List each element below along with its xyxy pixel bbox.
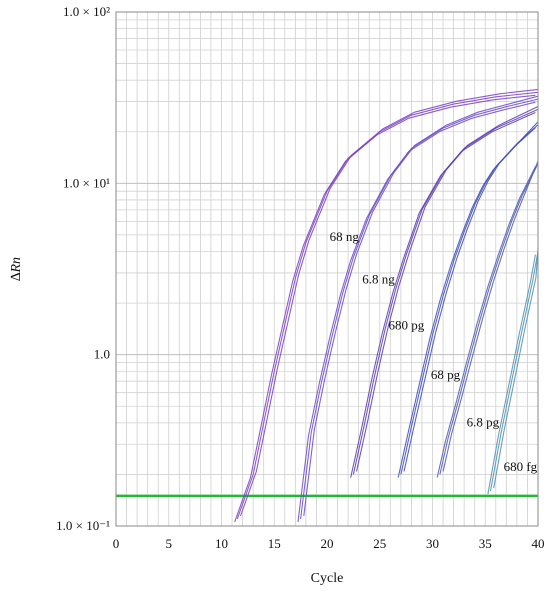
series-line-1	[300, 98, 539, 519]
series-line-0	[234, 94, 536, 523]
x-axis-label: Cycle	[311, 571, 344, 586]
x-tick-label: 5	[166, 536, 173, 551]
series-line-3	[403, 121, 539, 472]
series-line-2	[355, 106, 539, 472]
series-line-5	[487, 254, 536, 495]
y-tick-label: 1.0	[94, 347, 110, 362]
series-label: 68 ng	[330, 229, 360, 244]
y-tick-label: 1.0 × 10²	[63, 4, 110, 19]
series-labels: 68 ng 6.8 ng 680 pg 68 pg 6.8 pg 680 fg	[330, 229, 538, 474]
series-label: 680 pg	[389, 318, 425, 333]
series-line-0	[236, 91, 539, 520]
x-tick-label: 15	[268, 536, 281, 551]
plot-frame	[115, 11, 539, 527]
series-layer	[234, 88, 539, 523]
y-axis-label: ∆Rn	[9, 257, 24, 281]
x-tick-label: 10	[215, 536, 228, 551]
series-label: 68 pg	[431, 367, 461, 382]
series-line-2	[352, 108, 539, 475]
series-line-2	[350, 111, 536, 478]
series-line-5	[493, 248, 539, 489]
x-tick-label: 30	[426, 536, 439, 551]
x-tick-label: 40	[532, 536, 545, 551]
x-tick-label: 0	[113, 536, 120, 551]
series-label: 6.8 ng	[362, 272, 395, 287]
series-line-4	[439, 163, 539, 475]
x-tick-label: 20	[321, 536, 334, 551]
x-tick-label: 25	[373, 536, 386, 551]
series-label: 680 fg	[504, 459, 538, 474]
series-label: 6.8 pg	[467, 415, 500, 430]
grid	[115, 12, 539, 527]
series-line-1	[297, 101, 536, 522]
series-line-4	[442, 160, 539, 472]
x-tick-label: 35	[479, 536, 492, 551]
y-tick-label: 1.0 × 10⁻¹	[56, 518, 110, 533]
tick-labels: 0 5 10 15 20 25 30 35 40 1.0 × 10² 1.0 × 10¹ 1.0 1.0…	[56, 4, 544, 551]
y-tick-label: 1.0 × 10¹	[63, 175, 110, 190]
series-line-0	[239, 88, 539, 517]
series-line-1	[303, 95, 539, 517]
series-line-5	[489, 251, 539, 492]
series-line-4	[436, 166, 536, 478]
